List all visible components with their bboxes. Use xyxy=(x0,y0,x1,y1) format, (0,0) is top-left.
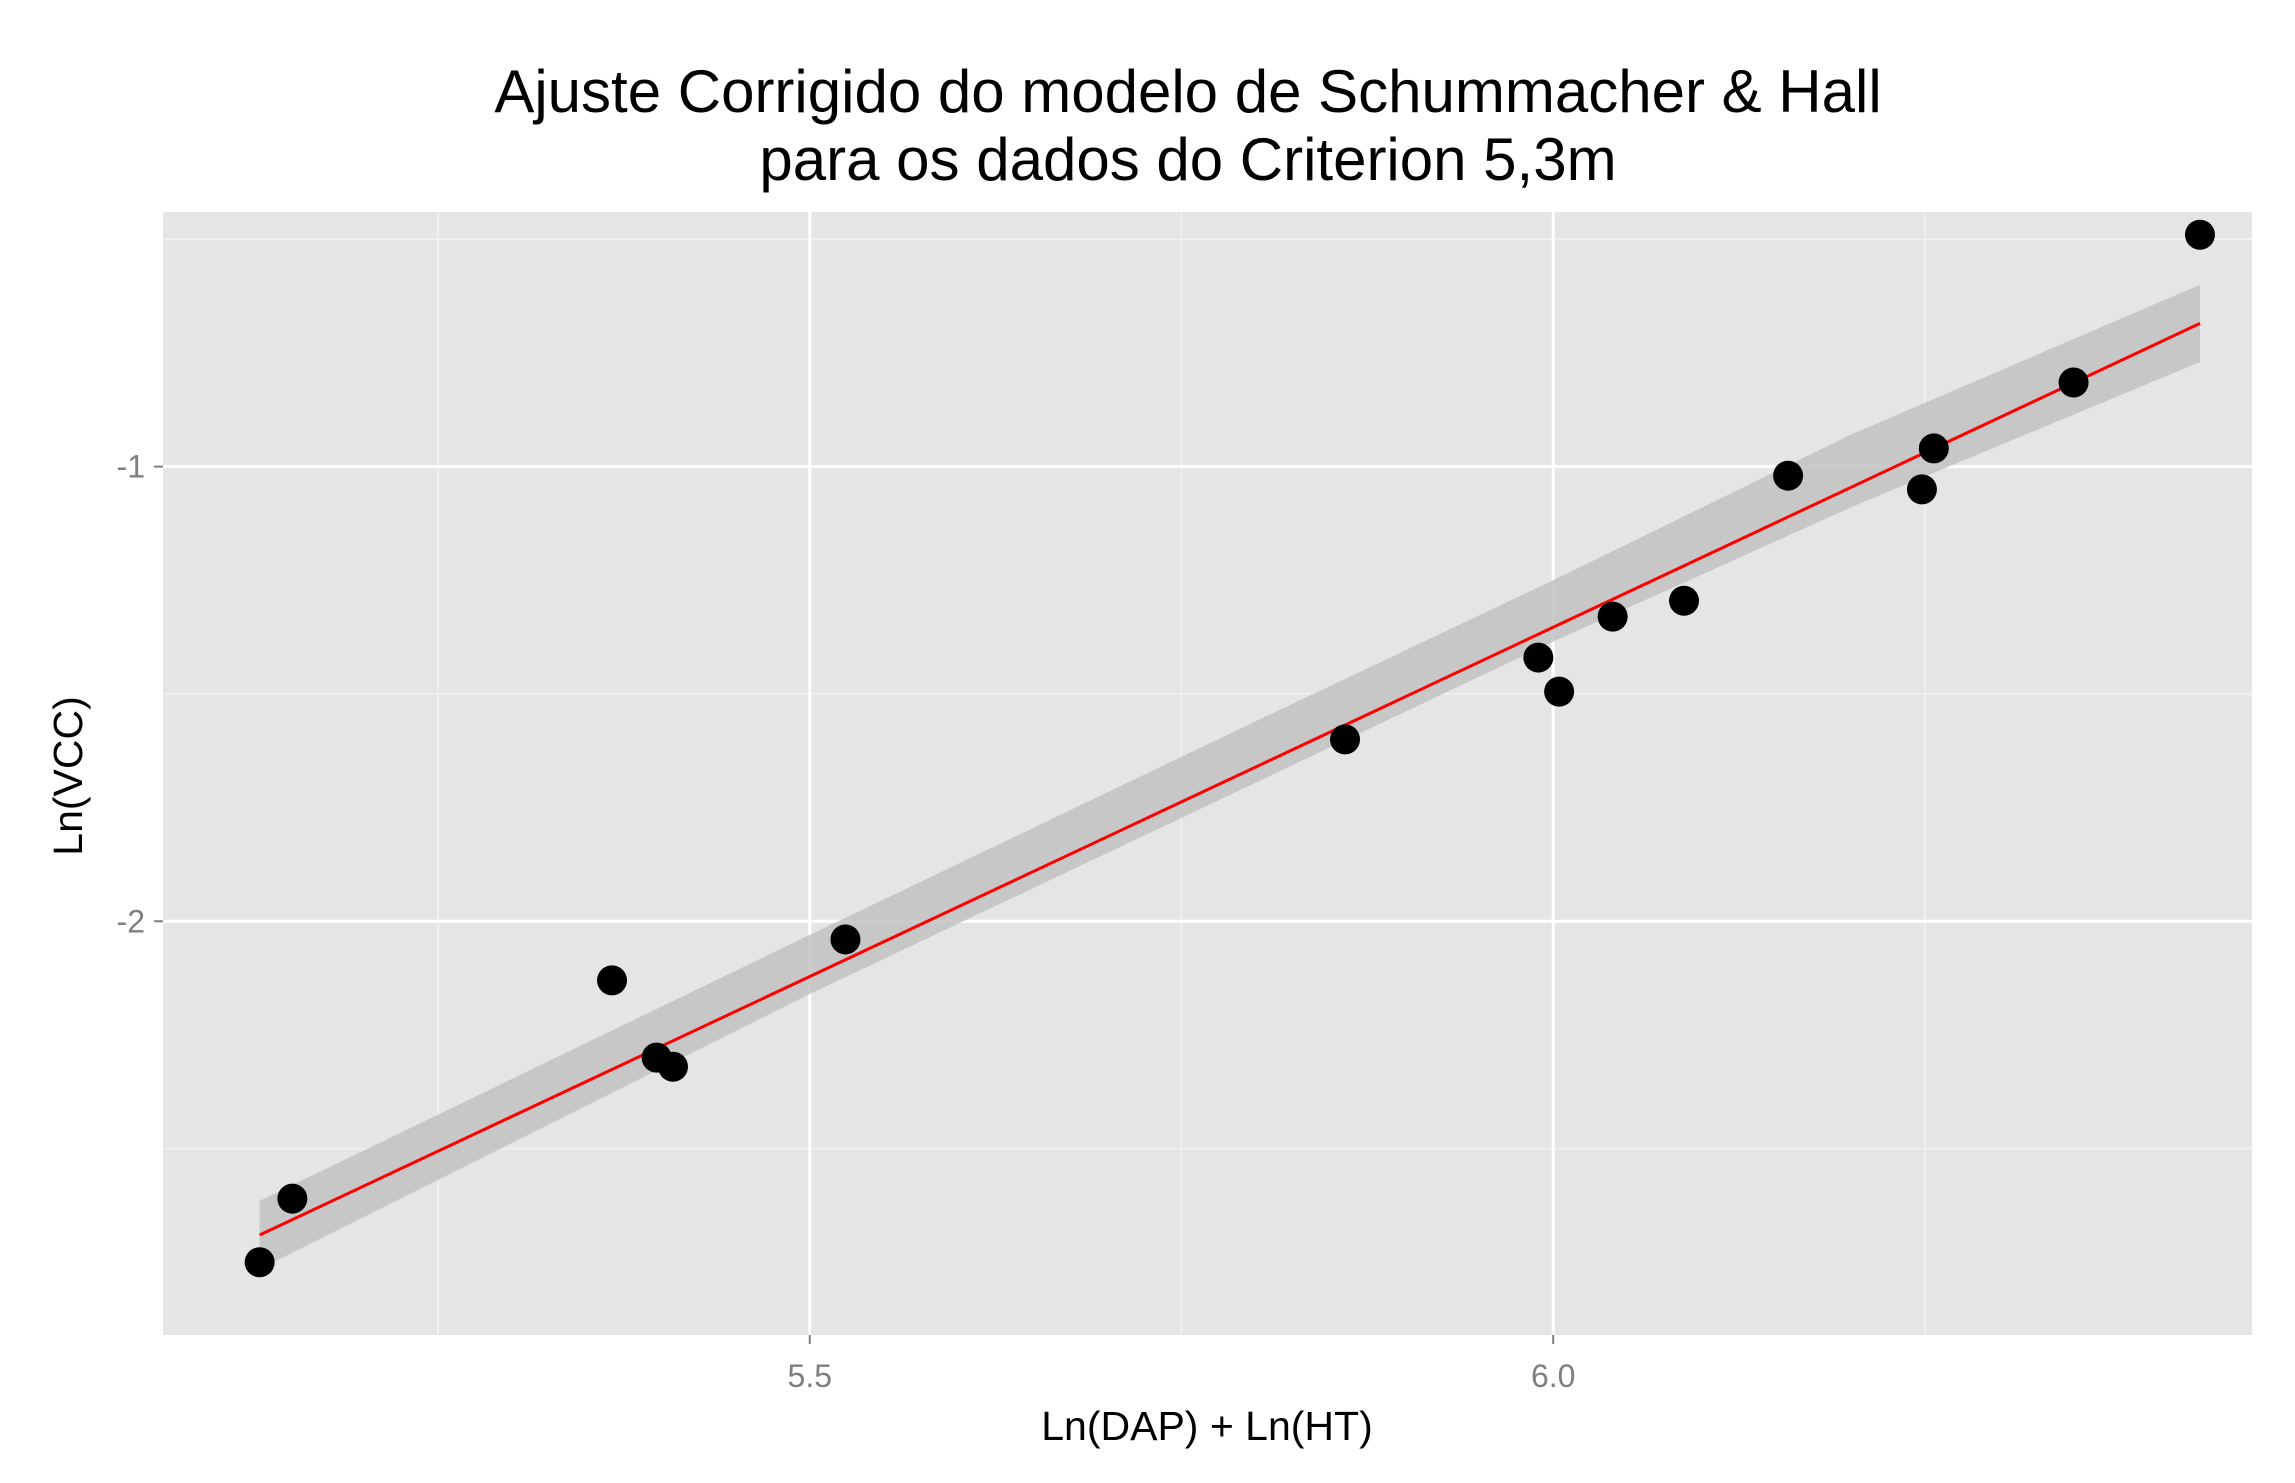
data-point xyxy=(1918,433,1949,464)
data-points xyxy=(244,219,2215,1278)
confidence-band xyxy=(259,284,2201,1270)
y-tick-label: -1 xyxy=(117,449,145,485)
data-point xyxy=(1773,460,1804,491)
data-point xyxy=(1669,585,1700,616)
data-point xyxy=(1523,642,1554,673)
data-point xyxy=(657,1051,688,1082)
y-axis-ticks: -1 -2 xyxy=(117,449,163,939)
data-point xyxy=(597,965,628,996)
data-point xyxy=(1597,601,1628,632)
data-point xyxy=(1330,724,1361,755)
chart-title-line-1: Ajuste Corrigido do modelo de Schummache… xyxy=(494,58,1881,125)
data-point xyxy=(2058,367,2089,398)
x-tick-label: 5.5 xyxy=(788,1358,832,1394)
x-axis-label: Ln(DAP) + Ln(HT) xyxy=(1041,1403,1373,1449)
data-point xyxy=(1544,676,1575,707)
x-tick-label: 6.0 xyxy=(1531,1358,1575,1394)
data-point xyxy=(244,1247,275,1278)
data-point xyxy=(830,924,861,955)
y-axis-label: Ln(VCC) xyxy=(45,696,91,855)
chart-title-line-2: para os dados do Criterion 5,3m xyxy=(759,126,1616,193)
x-axis-ticks: 5.5 6.0 xyxy=(788,1335,1575,1394)
data-point xyxy=(277,1183,308,1214)
regression-line xyxy=(259,322,2201,1237)
data-point xyxy=(1906,474,1937,505)
data-point xyxy=(2184,219,2215,250)
y-tick-label: -2 xyxy=(117,903,145,939)
